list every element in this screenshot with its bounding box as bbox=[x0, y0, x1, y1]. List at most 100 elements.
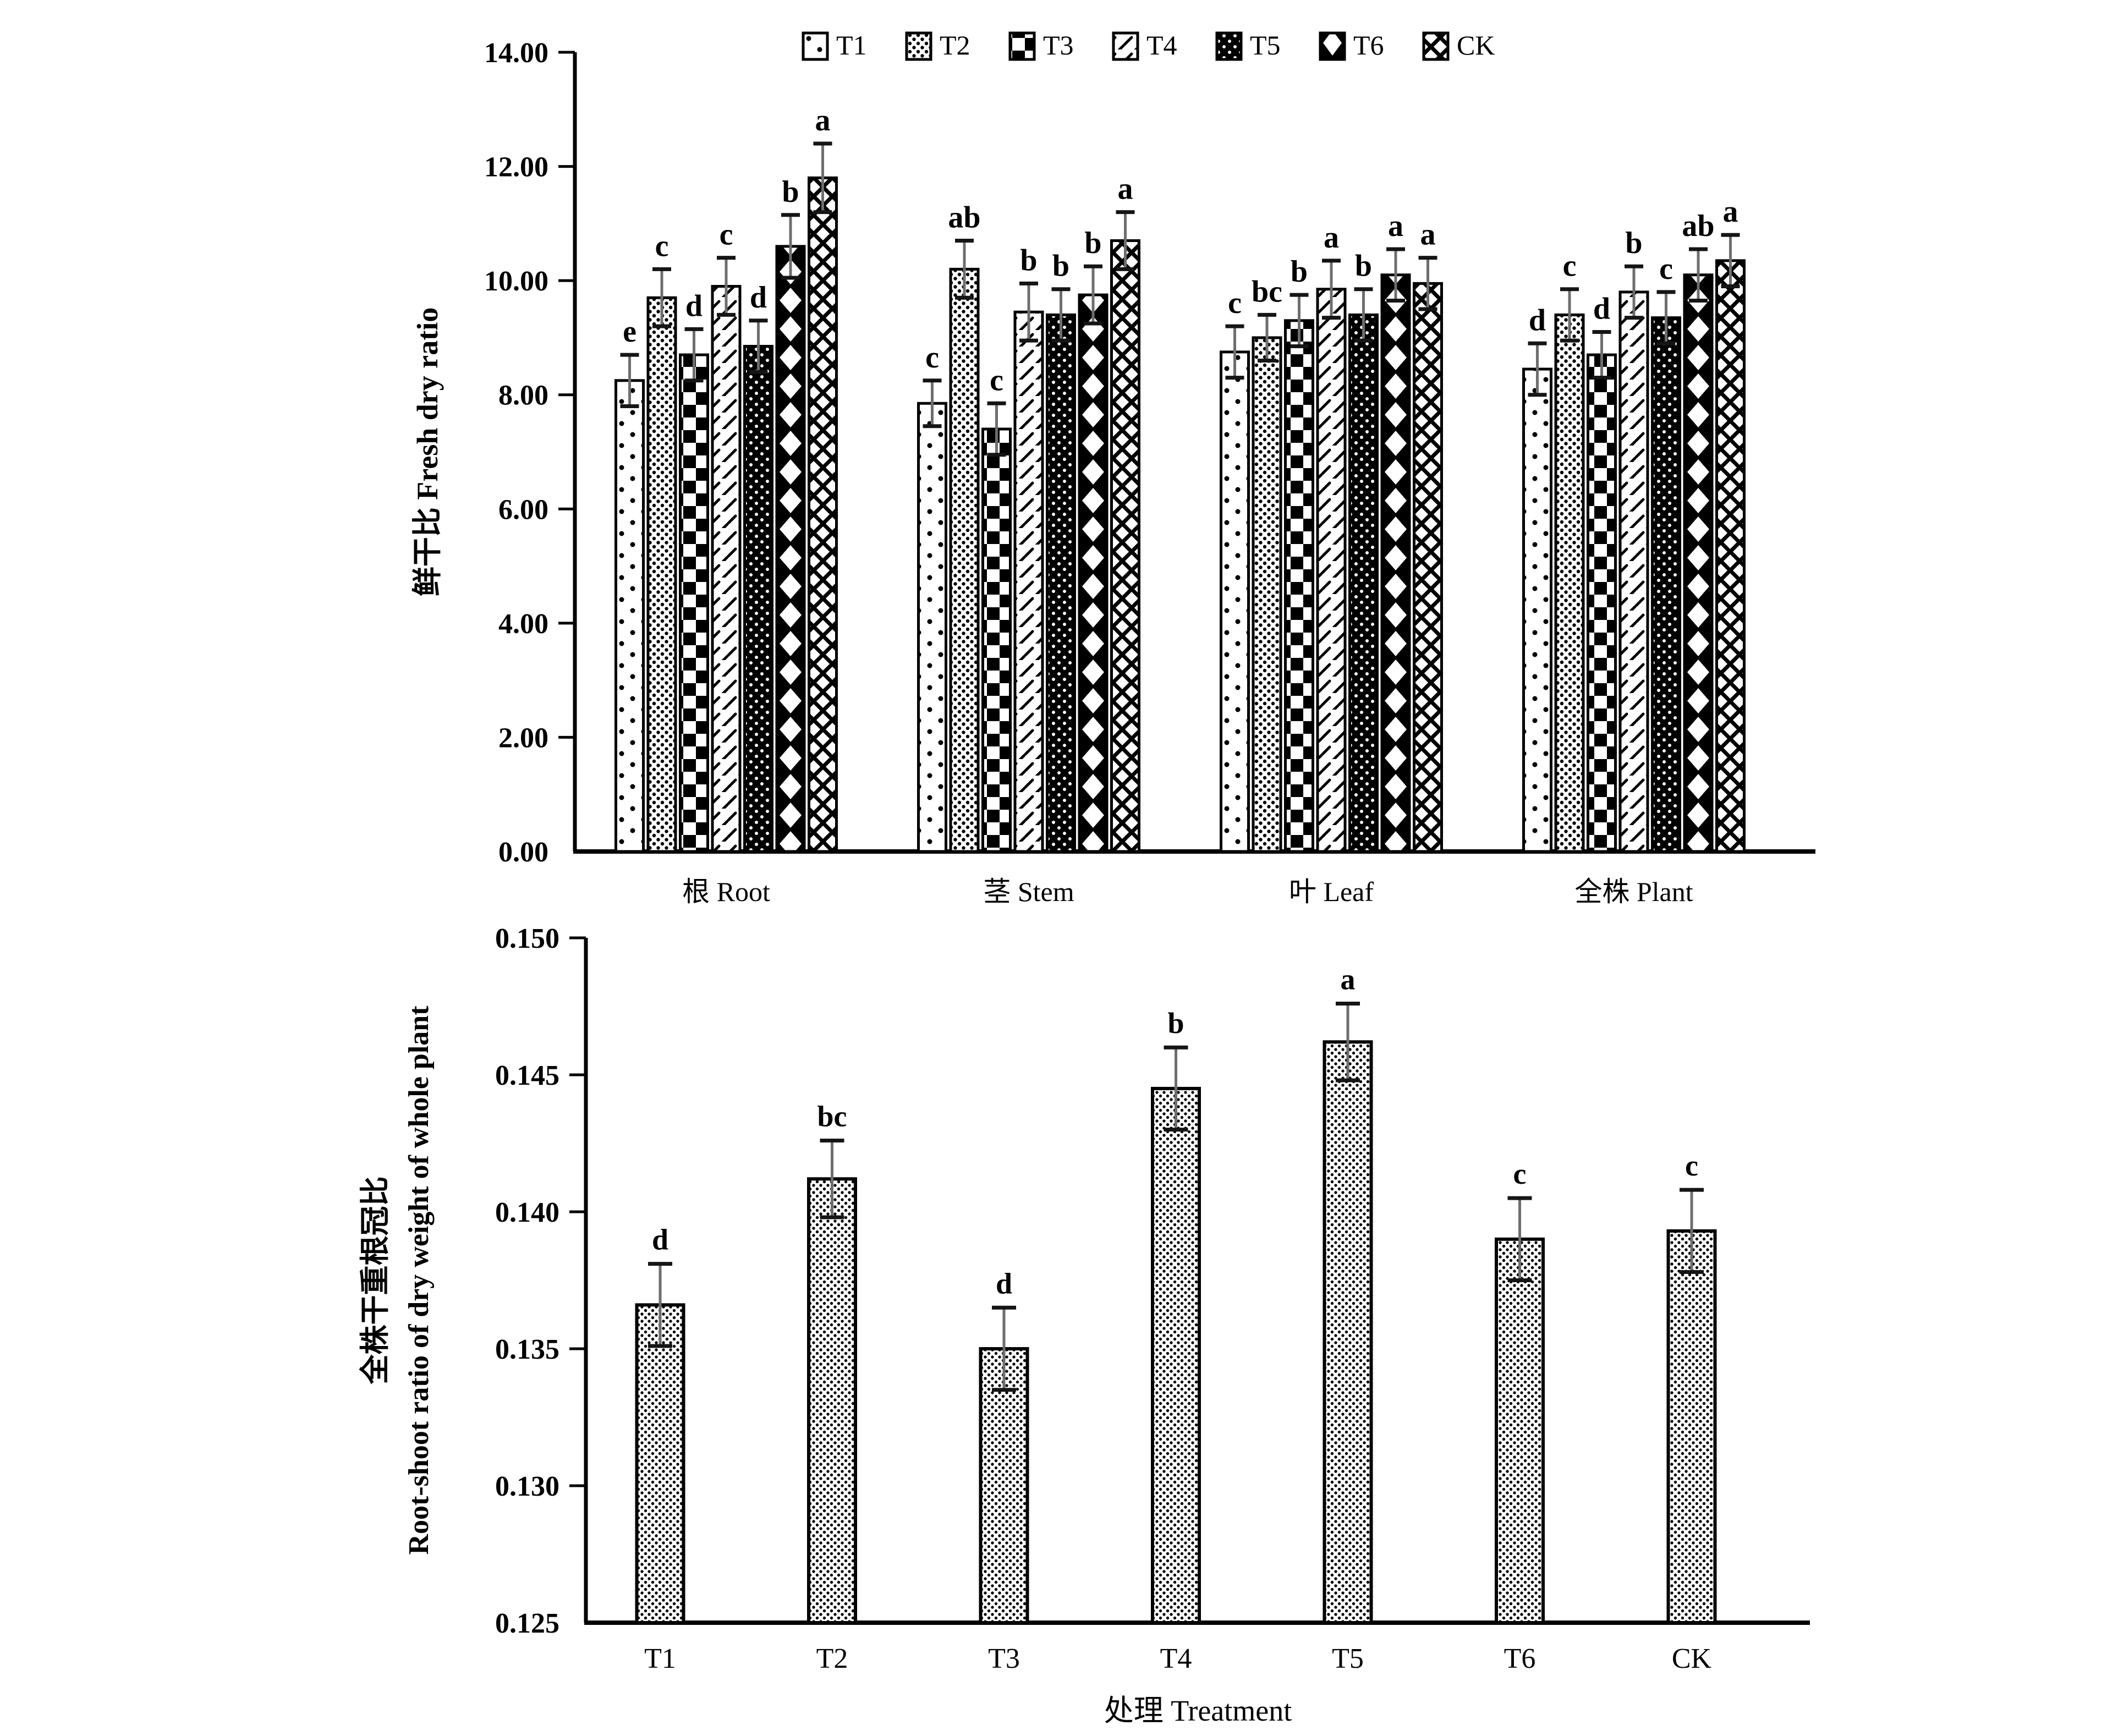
sig-letter: c bbox=[990, 363, 1003, 397]
sig-letter: c bbox=[720, 218, 733, 252]
sig-letter: a bbox=[1118, 172, 1133, 206]
legend-swatch-diag-dash bbox=[1112, 31, 1139, 61]
sig-letter: b bbox=[1084, 226, 1101, 260]
sig-letter: b bbox=[1291, 255, 1308, 289]
bar-T6-2 bbox=[1380, 273, 1411, 853]
top-y-axis-title: 鲜干比 Fresh dry ratio bbox=[411, 307, 444, 596]
legend-swatch-dense-dots bbox=[905, 31, 932, 61]
bar-CK bbox=[1666, 1229, 1717, 1625]
sig-letter: c bbox=[1228, 286, 1242, 320]
legend-item-CK: CK bbox=[1422, 30, 1495, 61]
sig-letter: a bbox=[1388, 209, 1403, 243]
sig-letter: d bbox=[652, 1223, 668, 1256]
legend-label: T1 bbox=[836, 30, 867, 61]
sig-letter: b bbox=[1355, 249, 1372, 283]
series-T3: d c b d bbox=[679, 255, 1617, 853]
sig-letter: b bbox=[1052, 249, 1069, 283]
x-tick-label: T3 bbox=[988, 1643, 1020, 1674]
bar-T4-0 bbox=[711, 285, 742, 853]
sig-letter: a bbox=[1420, 218, 1436, 252]
sig-letter: bc bbox=[1252, 274, 1282, 309]
bar-T5-1 bbox=[1046, 313, 1076, 853]
sig-letter: d bbox=[750, 281, 767, 315]
legend-swatch-sparse-dots bbox=[802, 31, 829, 61]
legend-item-T3: T3 bbox=[1008, 30, 1074, 61]
y-tick-label: 0.135 bbox=[495, 1334, 559, 1365]
bar-CK-3 bbox=[1715, 259, 1746, 853]
sig-letter: d bbox=[996, 1267, 1012, 1300]
legend-label: T6 bbox=[1353, 30, 1384, 61]
sig-letter: c bbox=[1513, 1157, 1527, 1190]
sig-letter: e bbox=[623, 315, 637, 349]
bar-T3-3 bbox=[1587, 353, 1617, 853]
x-tick-label: T1 bbox=[644, 1643, 676, 1674]
legend-item-T1: T1 bbox=[802, 30, 867, 61]
bar-T6-0 bbox=[775, 245, 806, 853]
bar-T4-3 bbox=[1618, 290, 1649, 853]
x-tick-label: T6 bbox=[1504, 1643, 1536, 1674]
category-label: 根 Root bbox=[682, 876, 770, 907]
bar-T5-0 bbox=[743, 344, 773, 853]
sig-letter: a bbox=[1723, 195, 1738, 229]
y-tick-label: 0.130 bbox=[495, 1471, 559, 1502]
y-tick-label: 0.00 bbox=[498, 837, 548, 868]
legend-label: T2 bbox=[940, 30, 970, 61]
bar-T1-1 bbox=[917, 402, 947, 853]
y-tick-label: 0.140 bbox=[495, 1197, 559, 1228]
category-label: 茎 Stem bbox=[983, 876, 1074, 907]
series-T5: db b c bbox=[743, 249, 1681, 853]
sig-letter: a bbox=[815, 103, 831, 138]
sig-letter: a bbox=[1341, 963, 1356, 996]
y-tick-label: 14.00 bbox=[484, 37, 548, 69]
sig-letter: d bbox=[1593, 292, 1610, 326]
bar-T5 bbox=[1323, 1040, 1373, 1624]
legend-swatch-dark-dots bbox=[1215, 31, 1243, 61]
y-tick-label: 4.00 bbox=[498, 608, 548, 640]
bar-T1 bbox=[635, 1303, 685, 1625]
bottom-chart: 0.125 0.130 0.135 0.140 0.145 0.150 全株干重根冠比 Roo… bbox=[359, 923, 1810, 1727]
bottom-y-axis-title-zh: 全株干重根冠比 bbox=[359, 1177, 392, 1385]
y-tick-label: 8.00 bbox=[498, 380, 548, 411]
bar-T6-3 bbox=[1683, 273, 1714, 853]
bar-T4-2 bbox=[1316, 288, 1347, 853]
series-T4: cba b bbox=[711, 218, 1649, 853]
bar-T2-2 bbox=[1252, 336, 1282, 853]
bar-T2-1 bbox=[949, 267, 980, 853]
sig-letter: a bbox=[1324, 221, 1339, 255]
legend-swatch-diamond-col bbox=[1319, 31, 1346, 61]
legend-label: T4 bbox=[1146, 30, 1177, 61]
sig-letter: b bbox=[1167, 1007, 1184, 1040]
bar-T5-3 bbox=[1651, 316, 1681, 853]
bar-T5-2 bbox=[1348, 313, 1379, 853]
legend-item-T5: T5 bbox=[1215, 30, 1281, 61]
sig-letter: bc bbox=[817, 1100, 847, 1133]
bar-CK-0 bbox=[808, 176, 838, 853]
bar-CK-2 bbox=[1413, 282, 1443, 853]
legend-label: T3 bbox=[1043, 30, 1074, 61]
sig-letter: c bbox=[655, 229, 669, 263]
legend-label: T5 bbox=[1250, 30, 1281, 61]
bar-T2-0 bbox=[646, 296, 677, 853]
bar-T2-3 bbox=[1554, 313, 1585, 853]
y-tick-label: 2.00 bbox=[498, 722, 548, 754]
x-axis-title: 处理 Treatment bbox=[1104, 1694, 1292, 1727]
sig-letter: ab bbox=[948, 200, 980, 234]
bar-T1-3 bbox=[1522, 367, 1552, 853]
legend: T1 T2 T3 T4 T5 T6 CK bbox=[802, 30, 1495, 61]
legend-item-T6: T6 bbox=[1319, 30, 1384, 61]
top-chart: 0.00 2.00 4.00 6.00 8.00 10.00 12.00 14.00 鲜干比 F… bbox=[411, 37, 1815, 907]
sig-letter: b bbox=[782, 175, 799, 209]
sig-letter: b bbox=[1020, 243, 1037, 277]
bar-T3-1 bbox=[981, 427, 1012, 853]
category-label: 叶 Leaf bbox=[1289, 876, 1374, 907]
bar-T4-1 bbox=[1013, 310, 1044, 853]
sig-letter: c bbox=[1659, 252, 1673, 286]
legend-swatch-checker bbox=[1008, 31, 1036, 61]
legend-item-T4: T4 bbox=[1112, 30, 1177, 61]
y-tick-label: 0.150 bbox=[495, 923, 559, 954]
bar-T3-2 bbox=[1284, 319, 1314, 853]
series-T6: bba ab bbox=[775, 175, 1715, 853]
bar-T3 bbox=[979, 1347, 1029, 1624]
